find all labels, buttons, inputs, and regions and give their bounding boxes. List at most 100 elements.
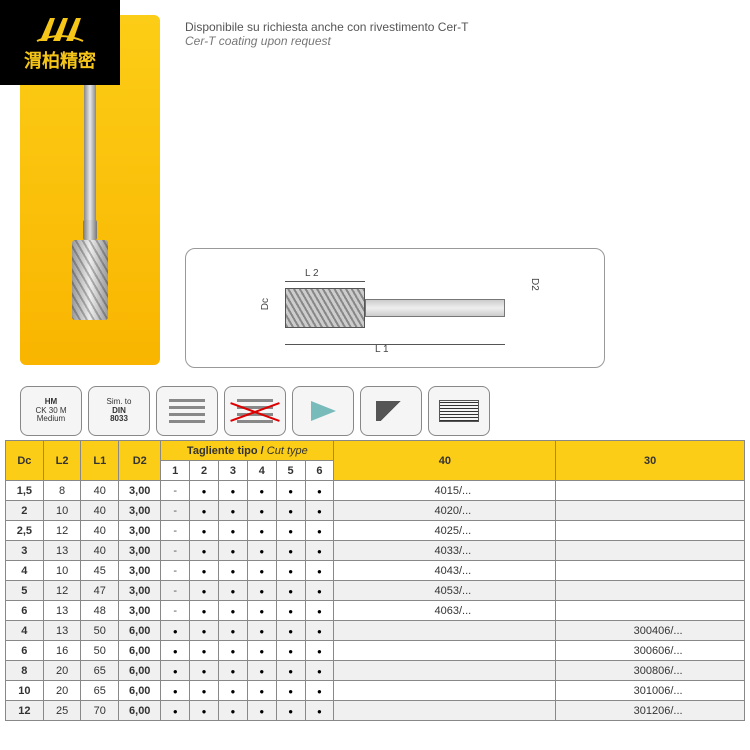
cut-type-cell — [276, 601, 305, 621]
diagram-cutter — [285, 288, 365, 328]
code-40-cell: 4025/... — [334, 521, 556, 541]
cut-type-cell — [247, 481, 276, 501]
cut-type-cell — [161, 481, 190, 501]
cut-type-cell — [305, 541, 334, 561]
code-30-cell: 300606/... — [556, 641, 745, 661]
table-cell: 12 — [43, 521, 81, 541]
table-cell: 3,00 — [119, 501, 161, 521]
table-cell: 40 — [81, 521, 119, 541]
table-cell: 10 — [6, 681, 44, 701]
th-ct2: 2 — [190, 461, 219, 481]
cut-type-cell — [190, 641, 219, 661]
table-cell: 3,00 — [119, 521, 161, 541]
th-cut-type: Tagliente tipo / Cut type — [161, 441, 334, 461]
code-30-cell: 301006/... — [556, 681, 745, 701]
table-row: 820656,00300806/... — [6, 661, 745, 681]
table-cell: 3,00 — [119, 481, 161, 501]
table-cell: 13 — [43, 541, 81, 561]
table-cell: 40 — [81, 541, 119, 561]
th-d2: D2 — [119, 441, 161, 481]
table-cell: 45 — [81, 561, 119, 581]
table-cell: 70 — [81, 701, 119, 721]
cut-type-cell — [219, 661, 248, 681]
cut-type-cell — [190, 521, 219, 541]
tool-cutter — [72, 240, 108, 320]
specs-table: Dc L2 L1 D2 Tagliente tipo / Cut type 40… — [5, 440, 745, 721]
code-30-cell — [556, 601, 745, 621]
code-30-cell — [556, 581, 745, 601]
table-row: 1225706,00301206/... — [6, 701, 745, 721]
code-40-cell: 4063/... — [334, 601, 556, 621]
cut-type-cell — [161, 641, 190, 661]
th-cut-en: Cut type — [267, 445, 308, 457]
hatch-graphic-icon — [439, 400, 479, 422]
cut-type-cell — [219, 561, 248, 581]
description-en: Cer-T coating upon request — [185, 34, 730, 48]
table-cell: 47 — [81, 581, 119, 601]
cut-type-cell — [219, 541, 248, 561]
code-40-cell: 4015/... — [334, 481, 556, 501]
table-row: 613483,004063/... — [6, 601, 745, 621]
cut-type-cell — [247, 501, 276, 521]
icon-surface-finish — [428, 386, 490, 436]
table-cell: 10 — [43, 561, 81, 581]
cut-type-cell — [161, 581, 190, 601]
icon-air-spray — [292, 386, 354, 436]
cut-type-cell — [190, 541, 219, 561]
table-cell: 13 — [43, 601, 81, 621]
table-cell: 6,00 — [119, 681, 161, 701]
cut-type-cell — [305, 661, 334, 681]
icon-hm-grade: HM CK 30 M Medium — [20, 386, 82, 436]
cut-type-cell — [305, 681, 334, 701]
th-ct6: 6 — [305, 461, 334, 481]
dim-label-dc: Dc — [260, 298, 271, 310]
table-cell: 25 — [43, 701, 81, 721]
table-cell: 48 — [81, 601, 119, 621]
tool-illustration — [55, 40, 125, 340]
cut-type-cell — [276, 641, 305, 661]
table-cell: 6,00 — [119, 701, 161, 721]
table-cell: 50 — [81, 621, 119, 641]
cut-type-cell — [276, 481, 305, 501]
cut-type-cell — [219, 481, 248, 501]
table-row: 2,512403,004025/... — [6, 521, 745, 541]
cut-type-cell — [190, 661, 219, 681]
th-ct4: 4 — [247, 461, 276, 481]
cut-type-cell — [305, 581, 334, 601]
cut-type-cell — [276, 621, 305, 641]
cut-type-cell — [219, 581, 248, 601]
logo-icon — [35, 13, 85, 43]
th-l1: L1 — [81, 441, 119, 481]
cut-type-cell — [161, 601, 190, 621]
cut-type-cell — [276, 501, 305, 521]
cut-type-cell — [219, 621, 248, 641]
cut-type-cell — [305, 601, 334, 621]
cut-type-cell — [305, 521, 334, 541]
cut-type-cell — [305, 481, 334, 501]
cut-type-cell — [247, 581, 276, 601]
cut-type-cell — [305, 561, 334, 581]
code-30-cell — [556, 541, 745, 561]
code-40-cell: 4020/... — [334, 501, 556, 521]
table-row: 616506,00300606/... — [6, 641, 745, 661]
cut-type-cell — [161, 501, 190, 521]
spec-icons-row: HM CK 30 M Medium Sim. to DIN 8033 — [0, 378, 750, 440]
th-l2: L2 — [43, 441, 81, 481]
table-cell: 1,5 — [6, 481, 44, 501]
table-cell: 50 — [81, 641, 119, 661]
cut-type-cell — [276, 521, 305, 541]
cut-type-cell — [219, 681, 248, 701]
description-it: Disponibile su richiesta anche con rives… — [185, 20, 730, 34]
table-cell: 4 — [6, 621, 44, 641]
cut-type-cell — [276, 681, 305, 701]
th-ct1: 1 — [161, 461, 190, 481]
logo-text: 渭柏精密 — [24, 47, 96, 73]
cut-type-cell — [276, 581, 305, 601]
table-cell: 20 — [43, 661, 81, 681]
table-cell: 13 — [43, 621, 81, 641]
table-cell: 4 — [6, 561, 44, 581]
code-30-cell: 301206/... — [556, 701, 745, 721]
table-cell: 40 — [81, 501, 119, 521]
code-40-cell — [334, 681, 556, 701]
table-cell: 3,00 — [119, 561, 161, 581]
